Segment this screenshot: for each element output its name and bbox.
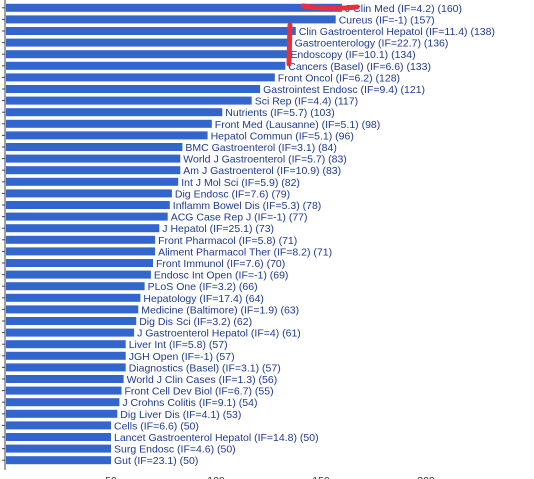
bar-label: Am J Gastroenterol (IF=10.9) (83) <box>183 165 341 177</box>
bar <box>6 96 252 105</box>
bar <box>6 328 135 337</box>
bar <box>6 177 179 186</box>
bar <box>6 154 181 163</box>
bar-label: Dig Endosc (IF=7.6) (79) <box>175 188 290 200</box>
bar-label: Endoscopy (IF=10.1) (134) <box>290 49 415 61</box>
bar <box>6 456 111 465</box>
x-axis: 50 100 150 200 <box>2 0 435 479</box>
bar-label: Cells (IF=6.6) (50) <box>114 420 199 432</box>
bar <box>6 398 120 407</box>
bar <box>6 282 145 291</box>
bar-label: Liver Int (IF=5.8) (57) <box>129 339 228 351</box>
bar <box>6 189 172 198</box>
bar <box>6 108 223 117</box>
bar <box>6 143 183 151</box>
bar <box>6 38 292 47</box>
bar-label: Inflamm Bowel Dis (IF=5.3) (78) <box>173 200 321 212</box>
bar <box>6 270 151 279</box>
bar-label: Gastroenterology (IF=22.7) (136) <box>295 38 449 50</box>
bar-label: Diagnostics (Basel) (IF=3.1) (57) <box>129 362 281 374</box>
bar <box>6 119 212 128</box>
bar <box>6 131 208 140</box>
bar-label: Front Oncol (IF=6.2) (128) <box>278 72 400 84</box>
bar <box>6 50 288 59</box>
bar-label: J Clin Med (IF=4.2) (160) <box>345 3 462 15</box>
bar <box>6 212 168 221</box>
bar <box>6 3 342 12</box>
x-tick-label: 50 <box>105 475 117 479</box>
bar <box>6 27 296 35</box>
bar-label: Surg Endosc (IF=4.6) (50) <box>114 444 236 456</box>
x-tick-label: 100 <box>207 475 225 479</box>
bar-label: Gastrointest Endosc (IF=9.4) (121) <box>263 84 425 96</box>
bar <box>6 166 181 175</box>
bar <box>6 363 126 372</box>
bar-label: J Gastroenterol Hepatol (IF=4) (61) <box>137 328 301 340</box>
bar-label: Aliment Pharmacol Ther (IF=8.2) (71) <box>158 246 332 258</box>
bar <box>6 247 156 256</box>
bar-label: ACG Case Rep J (IF=-1) (77) <box>171 212 308 224</box>
bar-label: J Crohns Colitis (IF=9.1) (54) <box>122 397 257 409</box>
bar <box>6 73 275 82</box>
bar-label: Hepatol Commun (IF=5.1) (96) <box>211 130 354 142</box>
bar-label: World J Gastroenterol (IF=5.7) (83) <box>183 154 346 166</box>
bar-label: Cancers (Basel) (IF=6.6) (133) <box>288 61 431 73</box>
bar-label: Cureus (IF=-1) (157) <box>339 14 435 26</box>
highlight-stroke-vertical <box>286 22 293 67</box>
bar <box>6 409 118 418</box>
highlight-stroke-horizontal <box>300 3 360 11</box>
bar-label: Front Cell Dev Biol (IF=6.7) (55) <box>125 386 274 398</box>
bar <box>6 85 261 93</box>
bar-label: Hepatology (IF=17.4) (64) <box>143 293 264 305</box>
bar <box>6 421 111 430</box>
bar-label: Dig Liver Dis (IF=4.1) (53) <box>120 409 241 421</box>
bar <box>6 386 122 395</box>
bar <box>6 15 336 24</box>
annotation-marks <box>286 3 360 67</box>
bar-label: World J Clin Cases (IF=1.3) (56) <box>127 374 278 386</box>
bar <box>6 224 160 233</box>
bar-label: J Hepatol (IF=25.1) (73) <box>162 223 274 235</box>
bars-group <box>6 3 342 465</box>
bar-label: Front Med (Lausanne) (IF=5.1) (98) <box>215 119 380 131</box>
bar <box>6 201 170 209</box>
bar <box>6 61 286 70</box>
bar <box>6 259 153 267</box>
bar-label: Dig Dis Sci (IF=3.2) (62) <box>139 316 252 328</box>
x-tick-label: 150 <box>312 475 330 479</box>
bar-label: Gut (IF=23.1) (50) <box>114 455 198 467</box>
bar <box>6 433 111 441</box>
bar-label: Lancet Gastroenterol Hepatol (IF=14.8) (… <box>114 432 319 444</box>
bar-label: Clin Gastroenterol Hepatol (IF=11.4) (13… <box>299 26 495 38</box>
bar-label: Sci Rep (IF=4.4) (117) <box>255 96 358 108</box>
bar <box>6 235 156 244</box>
bar-label: JGH Open (IF=-1) (57) <box>129 351 235 363</box>
bar <box>6 444 111 453</box>
bar <box>6 375 124 383</box>
bar-label: Front Pharmacol (IF=5.8) (71) <box>158 235 297 247</box>
bar-label: Nutrients (IF=5.7) (103) <box>225 107 334 119</box>
bar-label: Endosc Int Open (IF=-1) (69) <box>154 270 289 282</box>
bar <box>6 351 126 360</box>
bar <box>6 305 139 314</box>
bar-labels-group: J Clin Med (IF=4.2) (160)Cureus (IF=-1) … <box>114 3 495 467</box>
bar-label: BMC Gastroenterol (IF=3.1) (84) <box>185 142 336 154</box>
bar <box>6 293 141 302</box>
bar <box>6 317 137 325</box>
bar-label: Front Immunol (IF=7.6) (70) <box>156 258 285 270</box>
x-tick-label: 200 <box>417 475 435 479</box>
bar <box>6 340 126 349</box>
bar-label: PLoS One (IF=3.2) (66) <box>148 281 258 293</box>
bar-label: Int J Mol Sci (IF=5.9) (82) <box>181 177 300 189</box>
bar-label: Medicine (Baltimore) (IF=1.9) (63) <box>141 304 299 316</box>
